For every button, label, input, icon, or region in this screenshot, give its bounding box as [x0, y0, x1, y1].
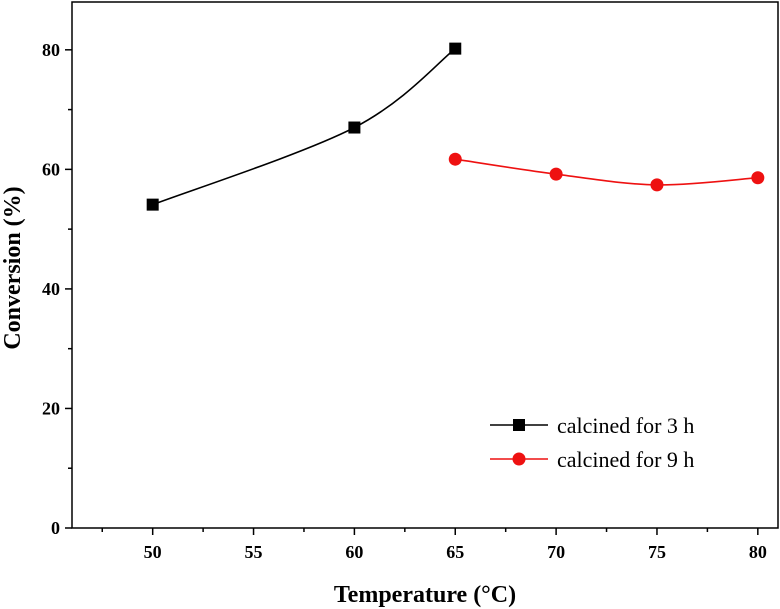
data-point: [448, 152, 462, 166]
y-axis-title: Conversion (%): [0, 186, 26, 349]
series-line: [455, 158, 758, 186]
legend-label: calcined for 9 h: [557, 447, 694, 472]
legend-marker: [512, 452, 526, 466]
x-tick-label: 75: [648, 542, 666, 562]
plot-border: [71, 1, 779, 529]
legend: calcined for 3 h calcined for 9 h: [490, 413, 694, 472]
series-layer: [146, 42, 765, 211]
legend-item: calcined for 9 h: [490, 447, 694, 472]
x-tick-label: 60: [345, 542, 363, 562]
legend-item: calcined for 3 h: [490, 413, 694, 438]
x-tick-label: 65: [446, 542, 464, 562]
legend-marker: [513, 419, 525, 431]
x-axis-title: Temperature (°C): [334, 582, 516, 608]
x-tick-label: 70: [547, 542, 565, 562]
legend-label: calcined for 3 h: [557, 413, 694, 438]
y-tick-label: 60: [42, 159, 60, 179]
y-tick-label: 0: [51, 518, 60, 538]
y-tick-label: 80: [42, 40, 60, 60]
y-axis-ticks: 0 20 40 60 80: [42, 40, 72, 538]
x-tick-label: 55: [245, 542, 263, 562]
data-point: [449, 42, 462, 55]
y-tick-label: 20: [42, 398, 60, 418]
series-1: [146, 42, 462, 211]
x-tick-label: 80: [749, 542, 767, 562]
x-axis-ticks: 50 55 60 65 70 75 80: [101, 528, 767, 562]
x-tick-label: 50: [144, 542, 162, 562]
data-point: [146, 198, 159, 211]
y-tick-label: 40: [42, 279, 60, 299]
data-point: [650, 178, 664, 192]
data-point: [751, 171, 765, 185]
data-point: [348, 121, 361, 134]
plot-frame: [71, 1, 779, 529]
series-2: [448, 152, 765, 192]
series-line: [152, 47, 456, 206]
data-point: [549, 167, 563, 181]
